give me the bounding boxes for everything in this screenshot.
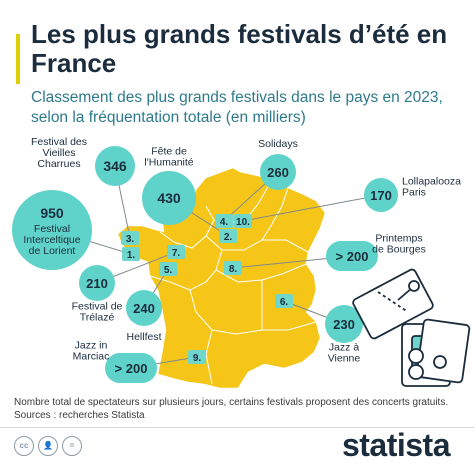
festival-name: Jazz à Vienne bbox=[328, 342, 361, 365]
festival-value: 950 bbox=[40, 205, 64, 221]
festival-name: Solidays bbox=[258, 138, 298, 150]
festival-marker bbox=[121, 231, 139, 245]
festival-name: Festival Interceltique de Lorient bbox=[23, 223, 80, 257]
festival-marker bbox=[215, 214, 233, 228]
festival-marker bbox=[159, 262, 177, 276]
leader-line bbox=[242, 194, 382, 222]
festival-name: Hellfest bbox=[126, 331, 161, 343]
festival-bubble bbox=[105, 353, 157, 383]
festival-rank: 5. bbox=[164, 265, 173, 276]
title-accent-bar bbox=[16, 34, 20, 84]
festival-rank: 9. bbox=[193, 353, 202, 364]
source-note: Sources : recherches Statista bbox=[14, 410, 145, 421]
festival-map: 950 430 346 260 240 230 210 > 200 > 200 170 1. 2. 3… bbox=[12, 136, 471, 389]
festival-value: 260 bbox=[267, 165, 289, 180]
festival-rank: 3. bbox=[126, 234, 135, 245]
festival-name: Lollapalooza Paris bbox=[402, 176, 461, 199]
festival-marker bbox=[188, 350, 206, 364]
festival-value: 230 bbox=[333, 317, 355, 332]
nd-icon[interactable]: = bbox=[62, 436, 82, 456]
festival-value: 346 bbox=[103, 158, 127, 174]
festival-name: Festival de Trélazé bbox=[72, 301, 123, 324]
footer-divider bbox=[0, 427, 474, 428]
festival-name: Jazz in Marciac bbox=[73, 340, 110, 363]
festival-rank: 1. bbox=[127, 250, 136, 261]
festival-value: 210 bbox=[86, 276, 108, 291]
cc-icon[interactable]: cc bbox=[14, 436, 34, 456]
festival-rank: 7. bbox=[172, 248, 181, 259]
festival-value: 430 bbox=[157, 190, 181, 206]
festival-marker bbox=[122, 247, 140, 261]
festival-marker bbox=[224, 261, 242, 275]
festival-bubble bbox=[260, 154, 296, 190]
festival-name: Festival des Vieilles Charrues bbox=[31, 136, 87, 170]
festival-value: > 200 bbox=[336, 249, 369, 264]
festival-bubble bbox=[364, 178, 398, 212]
page-subtitle: Classement des plus grands festivals dan… bbox=[31, 89, 443, 126]
festival-bubble bbox=[142, 171, 196, 225]
festival-value: > 200 bbox=[115, 361, 148, 376]
festival-rank: 4. bbox=[220, 217, 229, 228]
festival-value: 240 bbox=[133, 301, 155, 316]
festival-bubble bbox=[126, 290, 162, 326]
festival-marker bbox=[234, 214, 252, 228]
festival-marker bbox=[167, 245, 185, 259]
page-title: Les plus grands festivals d’été en Franc… bbox=[31, 19, 448, 78]
ticket-illustration bbox=[352, 268, 471, 387]
festival-bubble bbox=[12, 190, 92, 270]
festival-bubble bbox=[79, 265, 115, 301]
statista-logo[interactable]: statista bbox=[341, 427, 451, 463]
festival-bubble bbox=[95, 146, 135, 186]
festival-bubble bbox=[326, 241, 378, 271]
festival-rank: 10. bbox=[236, 217, 250, 228]
festival-bubble bbox=[325, 305, 363, 343]
footnote: Nombre total de spectateurs sur plusieur… bbox=[14, 397, 449, 408]
festival-rank: 6. bbox=[280, 297, 289, 308]
festival-name: Fête de l'Humanité bbox=[144, 146, 193, 169]
festival-value: 170 bbox=[370, 188, 392, 203]
festival-marker bbox=[275, 294, 293, 308]
festival-rank: 8. bbox=[229, 264, 238, 275]
region-borders bbox=[149, 179, 317, 385]
festival-name: Printemps de Bourges bbox=[372, 233, 426, 256]
festival-marker bbox=[219, 229, 237, 243]
festival-rank: 2. bbox=[224, 232, 233, 243]
by-icon[interactable]: 👤 bbox=[38, 436, 58, 456]
